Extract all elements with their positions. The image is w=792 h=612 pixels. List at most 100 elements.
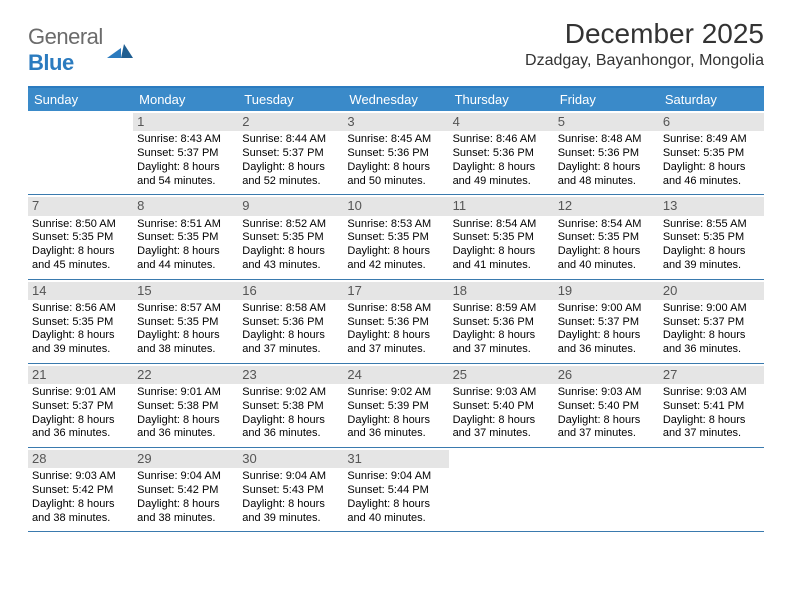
day-number: 11 [449, 197, 554, 215]
dow-label: Thursday [449, 88, 554, 111]
day-info-line: and 38 minutes. [137, 512, 234, 526]
day-info-line: Daylight: 8 hours [242, 414, 339, 428]
day-number: 4 [449, 113, 554, 131]
day-info: Sunrise: 8:55 AMSunset: 5:35 PMDaylight:… [663, 218, 760, 273]
day-cell: 23Sunrise: 9:02 AMSunset: 5:38 PMDayligh… [238, 364, 343, 447]
day-info-line: Sunrise: 9:04 AM [242, 470, 339, 484]
day-cell: 22Sunrise: 9:01 AMSunset: 5:38 PMDayligh… [133, 364, 238, 447]
day-number: 25 [449, 366, 554, 384]
day-number [28, 113, 133, 131]
day-info: Sunrise: 9:04 AMSunset: 5:42 PMDaylight:… [137, 470, 234, 525]
day-info: Sunrise: 9:01 AMSunset: 5:37 PMDaylight:… [32, 386, 129, 441]
day-number: 10 [343, 197, 448, 215]
day-info-line: Sunrise: 8:46 AM [453, 133, 550, 147]
calendar: SundayMondayTuesdayWednesdayThursdayFrid… [28, 86, 764, 532]
day-info-line: Sunset: 5:44 PM [347, 484, 444, 498]
day-cell: 14Sunrise: 8:56 AMSunset: 5:35 PMDayligh… [28, 280, 133, 363]
day-info: Sunrise: 9:02 AMSunset: 5:39 PMDaylight:… [347, 386, 444, 441]
day-info-line: Sunrise: 8:56 AM [32, 302, 129, 316]
day-number: 23 [238, 366, 343, 384]
day-info-line: Sunrise: 8:49 AM [663, 133, 760, 147]
day-info-line: and 41 minutes. [453, 259, 550, 273]
day-info-line: Sunset: 5:42 PM [137, 484, 234, 498]
day-info: Sunrise: 8:43 AMSunset: 5:37 PMDaylight:… [137, 133, 234, 188]
day-info: Sunrise: 8:59 AMSunset: 5:36 PMDaylight:… [453, 302, 550, 357]
day-number: 8 [133, 197, 238, 215]
day-number: 20 [659, 282, 764, 300]
day-cell [659, 448, 764, 531]
day-info-line: Daylight: 8 hours [242, 245, 339, 259]
day-info-line: Sunset: 5:35 PM [558, 231, 655, 245]
day-info: Sunrise: 8:51 AMSunset: 5:35 PMDaylight:… [137, 218, 234, 273]
brand-mark-icon [107, 38, 133, 63]
day-cell: 26Sunrise: 9:03 AMSunset: 5:40 PMDayligh… [554, 364, 659, 447]
day-info-line: and 36 minutes. [242, 427, 339, 441]
day-cell [554, 448, 659, 531]
day-cell: 27Sunrise: 9:03 AMSunset: 5:41 PMDayligh… [659, 364, 764, 447]
day-info-line: Sunrise: 9:02 AM [242, 386, 339, 400]
day-info: Sunrise: 9:03 AMSunset: 5:40 PMDaylight:… [558, 386, 655, 441]
day-info-line: Daylight: 8 hours [137, 245, 234, 259]
day-cell: 9Sunrise: 8:52 AMSunset: 5:35 PMDaylight… [238, 195, 343, 278]
day-number [449, 450, 554, 468]
day-number [554, 450, 659, 468]
day-info-line: and 37 minutes. [242, 343, 339, 357]
day-info-line: Daylight: 8 hours [32, 498, 129, 512]
day-cell: 25 Sunrise: 9:03 AMSunset: 5:40 PMDayligh… [449, 364, 554, 447]
day-info-line: Daylight: 8 hours [32, 245, 129, 259]
day-info-line: Sunrise: 9:00 AM [663, 302, 760, 316]
day-info-line: Sunset: 5:36 PM [242, 316, 339, 330]
day-info-line: Daylight: 8 hours [663, 161, 760, 175]
day-cell: 24 Sunrise: 9:02 AMSunset: 5:39 PMDayligh… [343, 364, 448, 447]
day-number: 7 [28, 197, 133, 215]
day-cell: 6Sunrise: 8:49 AMSunset: 5:35 PMDaylight… [659, 111, 764, 194]
day-info: Sunrise: 8:54 AMSunset: 5:35 PMDaylight:… [558, 218, 655, 273]
day-info-line: Sunset: 5:36 PM [453, 147, 550, 161]
day-info-line: Daylight: 8 hours [663, 245, 760, 259]
day-info-line: Daylight: 8 hours [663, 414, 760, 428]
day-info-line: Sunrise: 9:03 AM [558, 386, 655, 400]
day-info-line: Sunset: 5:37 PM [32, 400, 129, 414]
day-info-line: Daylight: 8 hours [347, 414, 444, 428]
title-block: December 2025 Dzadgay, Bayanhongor, Mong… [525, 18, 764, 70]
day-info-line: Sunset: 5:35 PM [137, 316, 234, 330]
day-info-line: Daylight: 8 hours [137, 329, 234, 343]
day-cell: 2Sunrise: 8:44 AMSunset: 5:37 PMDaylight… [238, 111, 343, 194]
day-cell: 1 Sunrise: 8:43 AMSunset: 5:37 PMDaylight… [133, 111, 238, 194]
day-info-line: Daylight: 8 hours [347, 161, 444, 175]
day-cell: 10 Sunrise: 8:53 AMSunset: 5:35 PMDayligh… [343, 195, 448, 278]
day-info-line: Sunrise: 8:51 AM [137, 218, 234, 232]
day-info-line: and 36 minutes. [663, 343, 760, 357]
day-info-line: and 36 minutes. [558, 343, 655, 357]
brand-part1: General [28, 24, 103, 49]
day-number: 1 [133, 113, 238, 131]
day-number: 3 [343, 113, 448, 131]
day-info-line: Sunrise: 8:58 AM [347, 302, 444, 316]
day-info-line: and 50 minutes. [347, 175, 444, 189]
day-info-line: and 42 minutes. [347, 259, 444, 273]
day-info: Sunrise: 9:03 AMSunset: 5:40 PMDaylight:… [453, 386, 550, 441]
day-info-line: Sunset: 5:39 PM [347, 400, 444, 414]
day-info-line: Sunrise: 8:53 AM [347, 218, 444, 232]
day-info: Sunrise: 8:48 AMSunset: 5:36 PMDaylight:… [558, 133, 655, 188]
day-number: 30 [238, 450, 343, 468]
day-info-line: Sunset: 5:36 PM [347, 316, 444, 330]
day-info-line: and 45 minutes. [32, 259, 129, 273]
day-cell: 3Sunrise: 8:45 AMSunset: 5:36 PMDaylight… [343, 111, 448, 194]
day-info: Sunrise: 9:04 AMSunset: 5:44 PMDaylight:… [347, 470, 444, 525]
day-info-line: Sunset: 5:36 PM [453, 316, 550, 330]
day-info-line: Daylight: 8 hours [242, 161, 339, 175]
day-info: Sunrise: 8:53 AMSunset: 5:35 PMDaylight:… [347, 218, 444, 273]
day-cell [28, 111, 133, 194]
day-info-line: Sunset: 5:42 PM [32, 484, 129, 498]
day-info-line: Sunset: 5:38 PM [137, 400, 234, 414]
day-info-line: Sunrise: 9:01 AM [32, 386, 129, 400]
dow-label: Tuesday [238, 88, 343, 111]
day-number: 19 [554, 282, 659, 300]
day-info-line: Sunrise: 8:43 AM [137, 133, 234, 147]
day-number: 24 [343, 366, 448, 384]
day-info-line: Daylight: 8 hours [242, 329, 339, 343]
day-info-line: Daylight: 8 hours [453, 245, 550, 259]
day-info-line: and 37 minutes. [453, 427, 550, 441]
month-title: December 2025 [525, 18, 764, 50]
